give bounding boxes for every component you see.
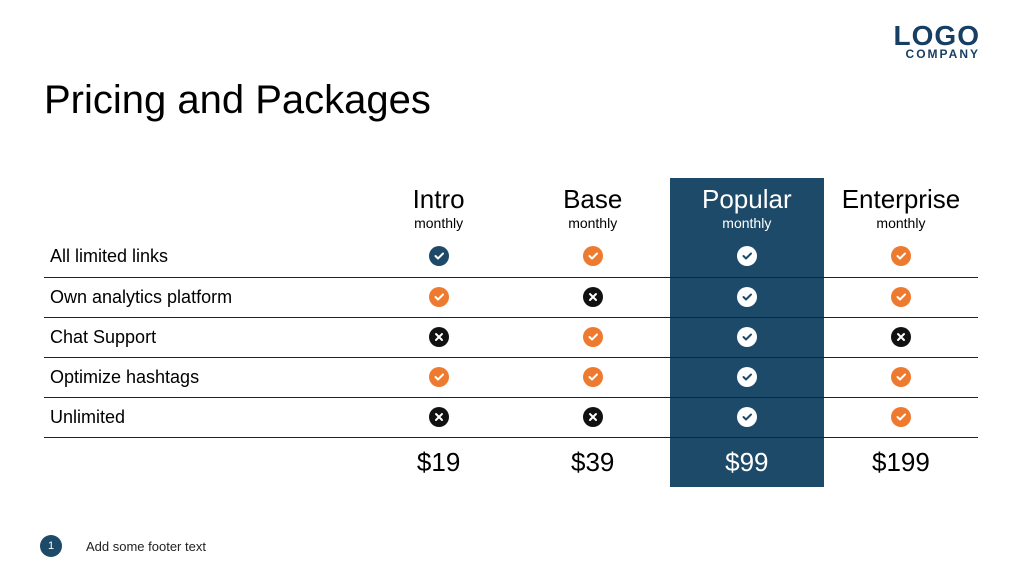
feature-row: Own analytics platform [44, 277, 978, 317]
page-title: Pricing and Packages [44, 78, 431, 123]
check-icon [824, 357, 978, 397]
check-icon [824, 397, 978, 437]
check-icon [362, 277, 516, 317]
plan-header-base: Basemonthly [516, 178, 670, 237]
plan-name: Popular [670, 184, 824, 215]
plan-name: Enterprise [824, 184, 978, 215]
plan-price: $199 [824, 437, 978, 487]
cross-icon [516, 397, 670, 437]
pricing-table-wrap: IntromonthlyBasemonthlyPopularmonthlyEnt… [44, 178, 978, 487]
feature-label: Optimize hashtags [44, 357, 362, 397]
header-empty [44, 178, 362, 237]
check-icon [362, 237, 516, 277]
cross-icon [824, 317, 978, 357]
check-icon [670, 357, 824, 397]
plan-price: $39 [516, 437, 670, 487]
plan-price: $19 [362, 437, 516, 487]
page-number-badge: 1 [40, 535, 62, 557]
plan-period: monthly [362, 215, 516, 231]
plan-period: monthly [670, 215, 824, 231]
price-row: $19$39$99$199 [44, 437, 978, 487]
plan-header-popular: Popularmonthly [670, 178, 824, 237]
check-icon [362, 357, 516, 397]
footer: 1 Add some footer text [40, 535, 206, 557]
check-icon [670, 397, 824, 437]
logo: LOGO COMPANY [894, 22, 980, 60]
cross-icon [362, 397, 516, 437]
check-icon [516, 357, 670, 397]
plan-name: Intro [362, 184, 516, 215]
feature-row: Chat Support [44, 317, 978, 357]
plan-header-enterprise: Enterprisemonthly [824, 178, 978, 237]
check-icon [516, 237, 670, 277]
plan-period: monthly [824, 215, 978, 231]
cross-icon [516, 277, 670, 317]
feature-row: Unlimited [44, 397, 978, 437]
logo-sub: COMPANY [894, 48, 980, 60]
check-icon [824, 237, 978, 277]
plan-name: Base [516, 184, 670, 215]
feature-row: All limited links [44, 237, 978, 277]
plan-period: monthly [516, 215, 670, 231]
feature-label: Unlimited [44, 397, 362, 437]
feature-row: Optimize hashtags [44, 357, 978, 397]
check-icon [670, 277, 824, 317]
price-row-empty [44, 437, 362, 487]
plan-header-intro: Intromonthly [362, 178, 516, 237]
feature-label: Own analytics platform [44, 277, 362, 317]
footer-text: Add some footer text [86, 539, 206, 554]
check-icon [670, 237, 824, 277]
check-icon [516, 317, 670, 357]
feature-label: Chat Support [44, 317, 362, 357]
check-icon [670, 317, 824, 357]
feature-label: All limited links [44, 237, 362, 277]
cross-icon [362, 317, 516, 357]
pricing-table: IntromonthlyBasemonthlyPopularmonthlyEnt… [44, 178, 978, 487]
plan-price: $99 [670, 437, 824, 487]
logo-main: LOGO [894, 22, 980, 50]
check-icon [824, 277, 978, 317]
